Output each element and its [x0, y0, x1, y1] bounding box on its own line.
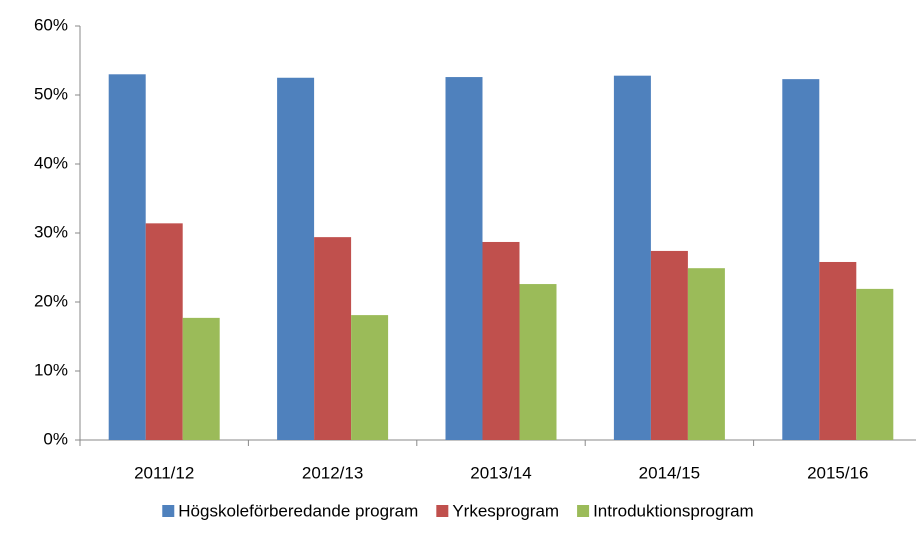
- bar: [445, 77, 483, 440]
- y-tick-label: 60%: [34, 15, 68, 34]
- legend-label: Högskoleförberedande program: [178, 501, 418, 520]
- y-tick-label: 40%: [34, 153, 68, 172]
- bar: [856, 288, 894, 440]
- legend-swatch: [162, 505, 175, 517]
- x-tick-label: 2014/15: [639, 463, 700, 482]
- y-tick-label: 20%: [34, 291, 68, 310]
- bar: [108, 74, 146, 441]
- bar: [519, 284, 557, 440]
- bar: [277, 77, 315, 440]
- bar: [351, 315, 389, 440]
- x-tick-label: 2013/14: [470, 463, 531, 482]
- bar: [613, 75, 651, 441]
- y-tick-label: 30%: [34, 222, 68, 241]
- x-tick-label: 2012/13: [302, 463, 363, 482]
- bar: [145, 223, 183, 440]
- bar: [314, 237, 352, 440]
- x-tick-label: 2011/12: [134, 463, 194, 482]
- bar: [687, 268, 725, 440]
- bar: [650, 250, 688, 440]
- legend-swatch: [436, 505, 449, 517]
- legend-label: Introduktionsprogram: [593, 501, 754, 520]
- legend-label: Yrkesprogram: [452, 501, 559, 520]
- bar: [782, 79, 820, 440]
- y-tick-label: 0%: [43, 429, 68, 448]
- y-tick-label: 50%: [34, 84, 68, 103]
- x-tick-label: 2015/16: [807, 463, 868, 482]
- bar: [482, 241, 520, 440]
- y-tick-label: 10%: [34, 360, 68, 379]
- legend-swatch: [577, 505, 590, 517]
- bar: [182, 317, 220, 440]
- bar: [819, 261, 857, 440]
